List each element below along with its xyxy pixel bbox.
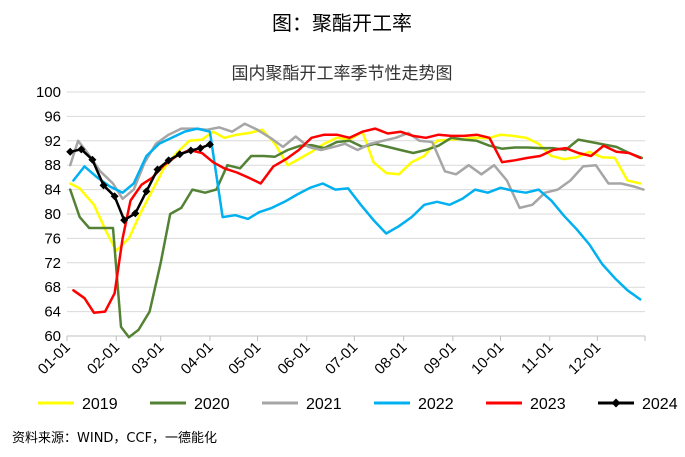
x-tick-label: 11-01 bbox=[518, 339, 556, 377]
x-tick-label: 09-01 bbox=[421, 339, 460, 378]
legend-label-2021: 2021 bbox=[306, 396, 342, 413]
x-tick-label: 07-01 bbox=[322, 339, 361, 378]
y-tick-label: 72 bbox=[44, 255, 61, 272]
series-line-2023 bbox=[72, 127, 642, 315]
legend-marker bbox=[611, 398, 621, 408]
legend: 2019 2020 2021 2022 2023 2024 bbox=[38, 396, 678, 413]
x-tick-label: 08-01 bbox=[371, 339, 410, 378]
data-point-2024 bbox=[99, 181, 108, 190]
chart-title: 国内聚酯开工率季节性走势图 bbox=[232, 64, 453, 84]
x-tick-label: 05-01 bbox=[225, 339, 264, 378]
data-point-2024 bbox=[196, 144, 205, 153]
series-line-2022 bbox=[72, 127, 642, 301]
legend-label-2020: 2020 bbox=[194, 396, 230, 413]
data-point-2024 bbox=[186, 146, 195, 155]
y-tick-label: 100 bbox=[36, 84, 61, 101]
data-point-2024 bbox=[131, 209, 140, 218]
series-line-2020 bbox=[68, 136, 644, 339]
x-tick-label: 12-01 bbox=[565, 339, 604, 378]
x-tick-label: 04-01 bbox=[178, 339, 217, 378]
y-tick-label: 76 bbox=[44, 230, 61, 247]
x-tick-label: 02-01 bbox=[84, 339, 123, 378]
data-point-2024 bbox=[164, 156, 173, 165]
x-tick-label: 03-01 bbox=[128, 339, 167, 378]
source-note: 资料来源：WIND，CCF，一德能化 bbox=[12, 431, 217, 446]
y-tick-label: 80 bbox=[44, 206, 61, 223]
x-tick-label: 06-01 bbox=[274, 339, 313, 378]
y-tick-label: 88 bbox=[44, 157, 61, 174]
y-tick-label: 92 bbox=[44, 133, 61, 150]
data-point-2024 bbox=[66, 147, 75, 156]
data-point-2024 bbox=[175, 150, 184, 159]
legend-label-2024: 2024 bbox=[642, 396, 678, 413]
data-point-2024 bbox=[88, 155, 97, 164]
y-tick-label: 96 bbox=[44, 108, 61, 125]
legend-label-2022: 2022 bbox=[418, 396, 454, 413]
series-line-2021 bbox=[68, 122, 645, 210]
legend-label-2019: 2019 bbox=[82, 396, 118, 413]
data-point-2024 bbox=[205, 140, 214, 149]
x-tick-label: 10-01 bbox=[468, 339, 507, 378]
y-tick-label: 60 bbox=[44, 328, 61, 345]
y-tick-label: 84 bbox=[44, 182, 61, 199]
legend-label-2023: 2023 bbox=[530, 396, 566, 413]
data-point-2024 bbox=[110, 192, 119, 201]
data-point-2024 bbox=[77, 145, 86, 154]
y-tick-label: 68 bbox=[44, 279, 61, 296]
data-point-2024 bbox=[120, 216, 129, 225]
y-tick-label: 64 bbox=[44, 304, 61, 321]
series-line-2024 bbox=[68, 143, 212, 222]
data-point-2024 bbox=[153, 165, 162, 174]
data-point-2024 bbox=[142, 187, 151, 196]
figure-title: 图：聚酯开工率 bbox=[272, 11, 412, 35]
